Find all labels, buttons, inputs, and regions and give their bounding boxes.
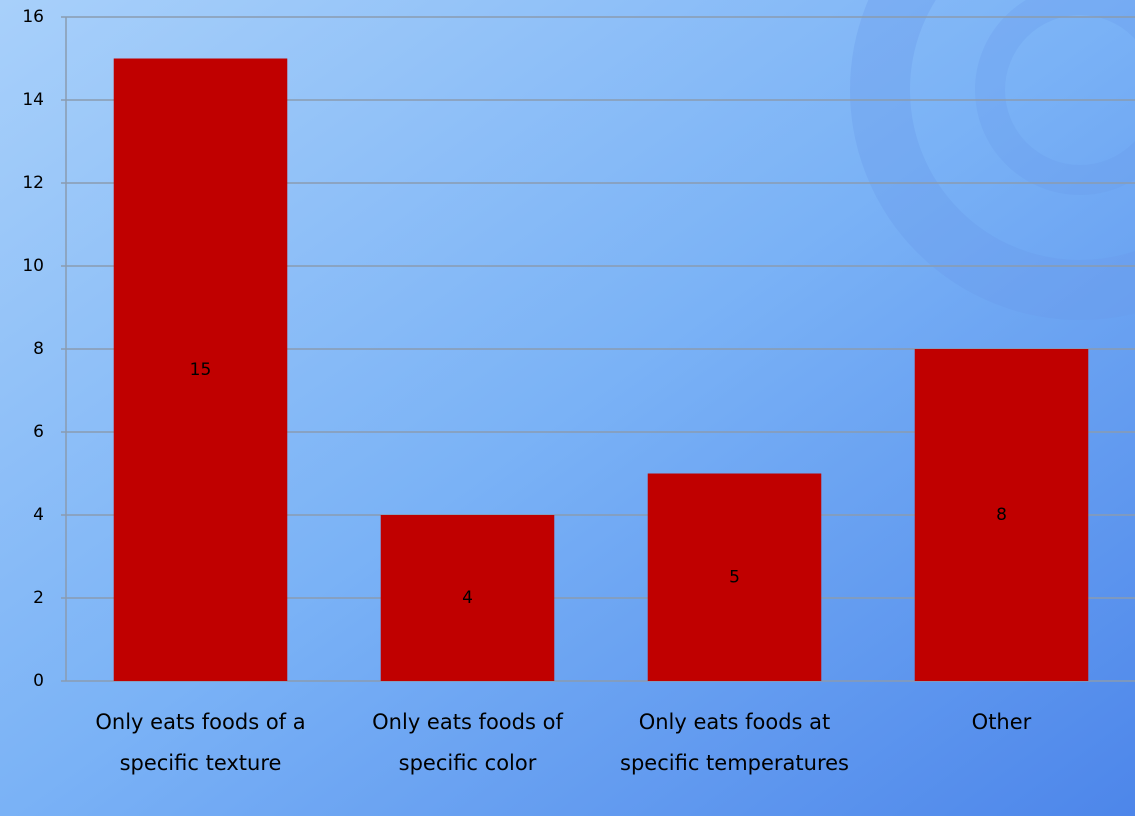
- y-tick-label: 0: [33, 671, 44, 691]
- label-line: specific color: [399, 751, 537, 775]
- bar: [113, 58, 288, 681]
- plot: 0 2 4 6 8 10 12 14 16 Only eats foods of a specifi…: [22, 7, 1135, 775]
- label-line: Only eats foods of a: [95, 710, 305, 734]
- y-tick-label: 12: [22, 173, 44, 193]
- bar: [914, 349, 1089, 681]
- y-tick-label: 16: [22, 7, 44, 27]
- y-tick-label: 8: [33, 339, 44, 359]
- label-line: Only eats foods at: [639, 710, 831, 734]
- bar: [647, 473, 822, 681]
- y-tick-label: 4: [33, 505, 44, 525]
- label-line: specific temperatures: [620, 751, 849, 775]
- label-line: specific texture: [120, 751, 282, 775]
- y-tick-label: 2: [33, 588, 44, 608]
- x-tick-label: Only eats foods of specific color: [372, 710, 563, 775]
- data-label: 8: [996, 505, 1007, 525]
- y-tick-label: 6: [33, 422, 44, 442]
- data-label: 15: [190, 360, 212, 380]
- decoration: [975, 0, 1135, 195]
- data-label: 5: [729, 567, 740, 587]
- bar: [380, 515, 555, 681]
- x-tick-label: Other: [972, 710, 1032, 734]
- y-tick-label: 10: [22, 256, 44, 276]
- label-line: Only eats foods of: [372, 710, 563, 734]
- label-line: Other: [972, 710, 1032, 734]
- x-tick-label: Only eats foods at specific temperatures: [620, 710, 849, 775]
- data-label: 4: [462, 588, 473, 608]
- x-tick-label: Only eats foods of a specific texture: [95, 710, 305, 775]
- y-tick-label: 14: [22, 90, 44, 110]
- decoration: [850, 0, 1135, 320]
